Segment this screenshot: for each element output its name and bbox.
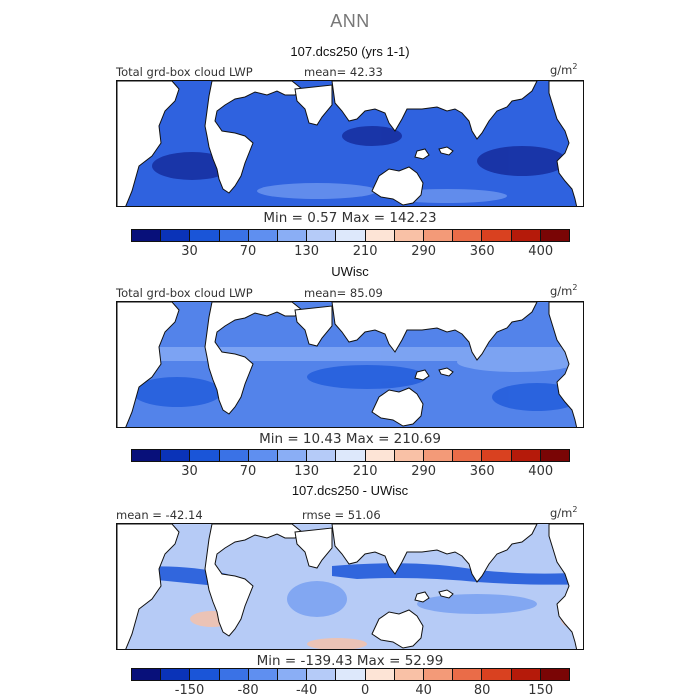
panel-1-map-canvas bbox=[117, 81, 583, 206]
panel-1-variable-label: Total grd-box cloud LWP bbox=[116, 65, 253, 79]
panel-3-mean-label: mean = -42.14 bbox=[116, 508, 203, 522]
colorbar-segment bbox=[394, 230, 425, 241]
panel-2-variable-label: Total grd-box cloud LWP bbox=[116, 286, 253, 300]
colorbar-tick-label: 30 bbox=[181, 244, 198, 259]
colorbar-segment bbox=[511, 450, 541, 461]
colorbar-segment bbox=[132, 230, 162, 241]
panel-1-units: g/m2 bbox=[550, 62, 578, 77]
colorbar-segment bbox=[278, 230, 308, 241]
colorbar-tick-label: 400 bbox=[528, 244, 554, 259]
panel-2-min-max: Min = 10.43 Max = 210.69 bbox=[259, 431, 441, 447]
colorbar-tick-label: 290 bbox=[411, 464, 437, 479]
colorbar-segment bbox=[307, 450, 337, 461]
colorbar-segment bbox=[278, 450, 308, 461]
colorbar-tick-label: 130 bbox=[294, 244, 320, 259]
panel-1-colorbar bbox=[131, 229, 570, 242]
panel-2-map bbox=[116, 301, 584, 428]
colorbar-segment bbox=[453, 230, 483, 241]
panel-3-map bbox=[116, 523, 584, 650]
colorbar-segment bbox=[540, 230, 570, 241]
colorbar-tick-label: 360 bbox=[469, 244, 495, 259]
panel-3-rmse-label: rmse = 51.06 bbox=[302, 508, 381, 522]
colorbar-segment bbox=[219, 450, 249, 461]
panel-1-min-max: Min = 0.57 Max = 142.23 bbox=[263, 210, 437, 226]
colorbar-segment bbox=[482, 450, 512, 461]
colorbar-segment bbox=[248, 450, 279, 461]
colorbar-segment bbox=[248, 230, 279, 241]
colorbar-segment bbox=[248, 669, 279, 680]
colorbar-segment bbox=[540, 450, 570, 461]
colorbar-segment bbox=[424, 669, 454, 680]
colorbar-tick-label: 70 bbox=[239, 464, 257, 479]
colorbar-segment bbox=[511, 230, 541, 241]
colorbar-segment bbox=[365, 450, 395, 461]
panel-2-mean-label: mean= 85.09 bbox=[304, 286, 383, 300]
panel-2-map-canvas bbox=[117, 302, 583, 427]
colorbar-segment bbox=[161, 230, 191, 241]
colorbar-tick-label: -40 bbox=[295, 683, 318, 698]
panel-1-title: 107.dcs250 (yrs 1-1) bbox=[290, 44, 410, 59]
colorbar-tick-label: 150 bbox=[528, 683, 554, 698]
panel-2-colorbar bbox=[131, 449, 570, 462]
panel-2-title: UWisc bbox=[331, 264, 369, 279]
colorbar-segment bbox=[424, 450, 454, 461]
colorbar-segment bbox=[132, 669, 162, 680]
panel-1-dense-cloud bbox=[152, 126, 567, 180]
colorbar-segment bbox=[190, 450, 220, 461]
panel-3-min-max: Min = -139.43 Max = 52.99 bbox=[256, 653, 444, 669]
colorbar-segment bbox=[190, 669, 220, 680]
colorbar-segment bbox=[453, 450, 483, 461]
colorbar-tick-label: 400 bbox=[528, 464, 554, 479]
colorbar-segment bbox=[424, 230, 454, 241]
colorbar-segment bbox=[511, 669, 541, 680]
panel-3-land bbox=[117, 524, 583, 649]
colorbar-segment bbox=[132, 450, 162, 461]
colorbar-segment bbox=[336, 450, 366, 461]
colorbar-segment bbox=[540, 669, 570, 680]
colorbar-segment bbox=[219, 230, 249, 241]
colorbar-segment bbox=[365, 230, 395, 241]
colorbar-tick-label: 80 bbox=[473, 683, 491, 698]
colorbar-segment bbox=[190, 230, 220, 241]
panel-2-units: g/m2 bbox=[550, 283, 578, 298]
colorbar-segment bbox=[482, 230, 512, 241]
panel-3-map-canvas bbox=[117, 524, 583, 649]
colorbar-segment bbox=[336, 669, 366, 680]
colorbar-tick-label: 30 bbox=[181, 464, 198, 479]
colorbar-segment bbox=[365, 669, 395, 680]
colorbar-segment bbox=[453, 669, 483, 680]
colorbar-tick-label: -80 bbox=[237, 683, 259, 698]
panel-1-map bbox=[116, 80, 584, 207]
colorbar-tick-label: 40 bbox=[415, 683, 432, 698]
colorbar-segment bbox=[307, 230, 337, 241]
panel-2-land bbox=[117, 302, 583, 427]
colorbar-tick-label: 210 bbox=[352, 464, 378, 479]
colorbar-segment bbox=[219, 669, 249, 680]
panel-3-units: g/m2 bbox=[550, 505, 578, 520]
colorbar-tick-label: 70 bbox=[239, 244, 257, 259]
colorbar-tick-label: 360 bbox=[469, 464, 495, 479]
panel-1-land bbox=[117, 81, 583, 206]
colorbar-segment bbox=[482, 669, 512, 680]
colorbar-segment bbox=[394, 669, 425, 680]
colorbar-segment bbox=[278, 669, 308, 680]
colorbar-segment bbox=[307, 669, 337, 680]
colorbar-tick-label: 290 bbox=[411, 244, 437, 259]
panel-3-moderate-negative bbox=[287, 581, 537, 617]
colorbar-segment bbox=[161, 669, 191, 680]
panel-3-colorbar bbox=[131, 668, 570, 681]
figure-title: ANN bbox=[330, 11, 370, 31]
colorbar-segment bbox=[161, 450, 191, 461]
panel-1-mean-label: mean= 42.33 bbox=[304, 65, 383, 79]
panel-3-title: 107.dcs250 - UWisc bbox=[291, 483, 409, 498]
colorbar-tick-label: -150 bbox=[174, 683, 205, 698]
colorbar-segment bbox=[394, 450, 425, 461]
colorbar-tick-label: 0 bbox=[360, 683, 370, 698]
colorbar-segment bbox=[336, 230, 366, 241]
colorbar-tick-label: 210 bbox=[352, 244, 378, 259]
colorbar-tick-label: 130 bbox=[294, 464, 320, 479]
